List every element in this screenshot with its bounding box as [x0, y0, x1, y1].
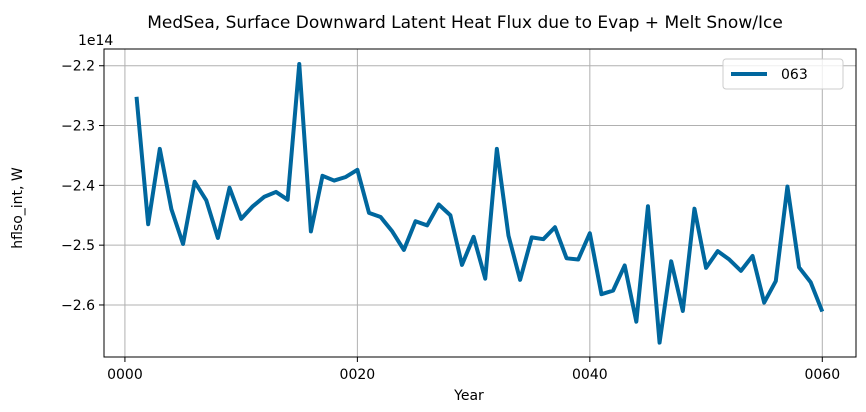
chart-title: MedSea, Surface Downward Latent Heat Flu…	[147, 13, 783, 33]
y-offset-label: 1e14	[78, 33, 113, 49]
legend-label: 063	[781, 67, 808, 83]
legend-box	[722, 58, 844, 90]
y-tick-label: −2.3	[61, 119, 95, 135]
grid	[104, 49, 856, 357]
x-axis-ticks: 0000 0020 0040 0060	[107, 357, 840, 383]
x-tick-label: 0000	[107, 367, 143, 383]
plot-frame	[103, 48, 857, 358]
x-tick-label: 0020	[340, 367, 376, 383]
x-tick-label: 0040	[572, 367, 608, 383]
y-tick-label: −2.2	[61, 59, 95, 75]
x-axis-label: Year	[453, 388, 484, 404]
y-axis-label: hflso_int, W	[10, 167, 26, 249]
series-line-063	[134, 61, 825, 345]
y-axis-ticks: −2.2 −2.3 −2.4 −2.5 −2.6	[61, 59, 104, 314]
y-tick-label: −2.5	[61, 238, 95, 254]
y-tick-label: −2.6	[61, 298, 95, 314]
x-tick-label: 0060	[804, 367, 840, 383]
legend: 063	[722, 58, 844, 90]
series-layer	[134, 61, 825, 345]
y-tick-label: −2.4	[61, 178, 95, 194]
